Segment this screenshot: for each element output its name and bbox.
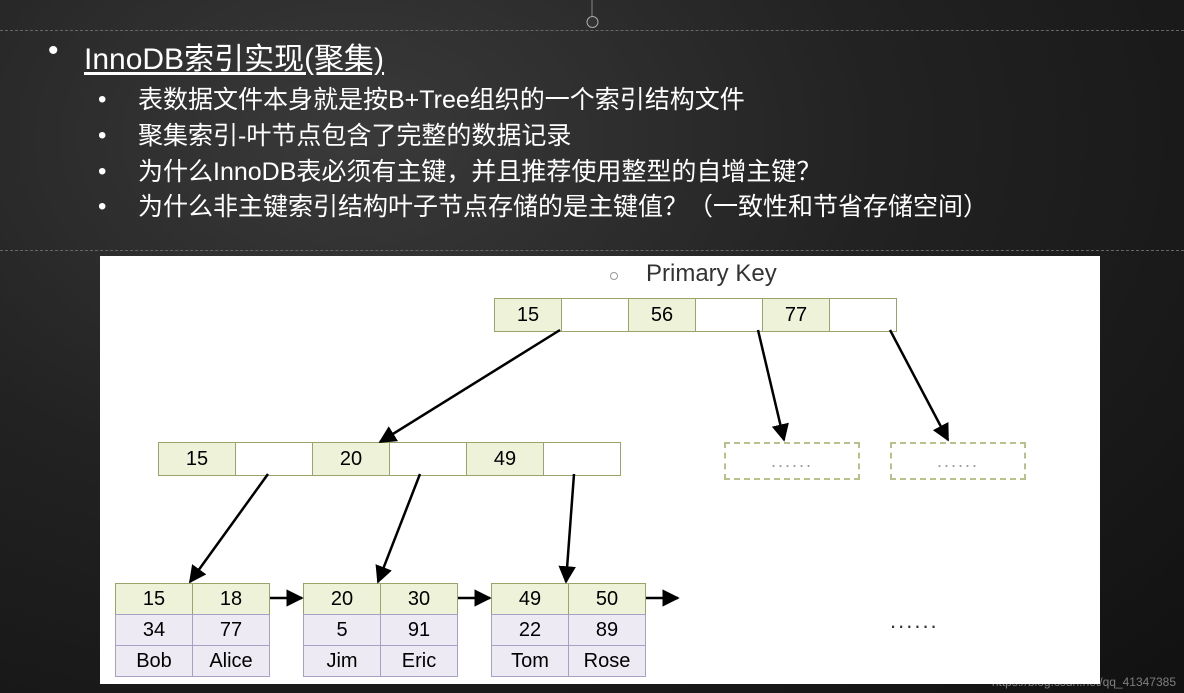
guide-line-bottom <box>0 250 1184 251</box>
text-content: InnoDB索引实现(聚集) 表数据文件本身就是按B+Tree组织的一个索引结构… <box>40 34 1164 227</box>
bullet-item: 表数据文件本身就是按B+Tree组织的一个索引结构文件 <box>98 84 1164 118</box>
bullet-item: 为什么非主键索引结构叶子节点存储的是主键值？（一致性和节省存储空间） <box>98 191 1164 225</box>
btree-arrows <box>100 256 1100 684</box>
slide-title: InnoDB索引实现(聚集) <box>40 34 1164 78</box>
slide: InnoDB索引实现(聚集) 表数据文件本身就是按B+Tree组织的一个索引结构… <box>0 0 1184 693</box>
bullet-item: 聚集索引-叶节点包含了完整的数据记录 <box>98 120 1164 154</box>
placeholder-handle-icon <box>592 0 593 20</box>
bullet-item: 为什么InnoDB表必须有主键，并且推荐使用整型的自增主键？ <box>98 156 1164 190</box>
guide-line-top <box>0 30 1184 31</box>
btree-diagram: Primary Key 155677 152049 ............ 1… <box>100 256 1100 684</box>
watermark-text: https://blog.csdn.net/qq_41347385 <box>992 675 1176 689</box>
